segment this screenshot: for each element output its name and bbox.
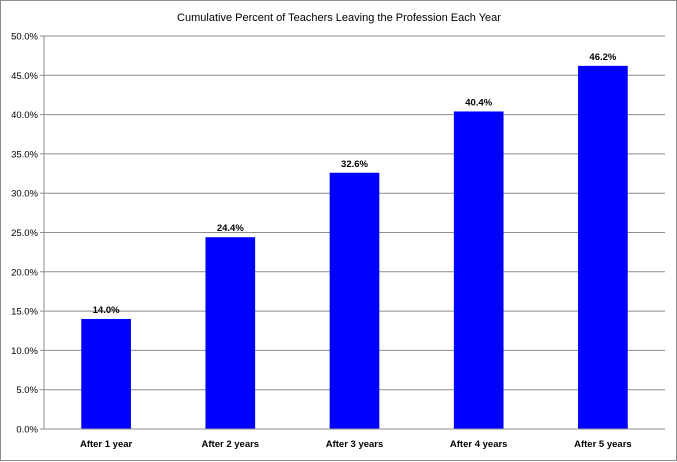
y-axis-tick-labels: 0.0% 5.0% 10.0% 15.0% 20.0% 25.0% 30.0% 35.0% 40… xyxy=(11,32,38,436)
data-label: 46.2% xyxy=(589,52,616,63)
y-tick-label: 5.0% xyxy=(16,385,38,396)
chart-title: Cumulative Percent of Teachers Leaving t… xyxy=(177,12,501,24)
y-tick-label: 25.0% xyxy=(11,228,38,239)
bars xyxy=(81,65,628,430)
x-tick-label: After 2 years xyxy=(202,439,260,450)
x-tick-label: After 5 years xyxy=(574,439,632,450)
y-tick-label: 20.0% xyxy=(11,267,38,278)
y-tick-label: 30.0% xyxy=(11,189,38,200)
x-axis-category-labels: After 1 year After 2 years After 3 years Af… xyxy=(80,439,632,450)
y-tick-label: 15.0% xyxy=(11,307,38,318)
bar xyxy=(329,172,380,429)
data-label: 32.6% xyxy=(341,159,368,170)
y-tick-label: 10.0% xyxy=(11,346,38,357)
x-tick-label: After 3 years xyxy=(326,439,384,450)
data-label: 40.4% xyxy=(465,97,492,108)
bar xyxy=(453,111,504,430)
x-tick-label: After 4 years xyxy=(450,439,508,450)
bar xyxy=(578,65,628,430)
y-tick-label: 40.0% xyxy=(11,110,38,121)
y-tick-label: 50.0% xyxy=(11,32,38,43)
bar xyxy=(205,237,256,429)
data-labels: 14.0% 24.4% 32.6% 40.4% 46.2% xyxy=(93,52,617,316)
y-tick-label: 0.0% xyxy=(16,425,38,436)
data-label: 24.4% xyxy=(217,223,244,234)
y-tick-label: 45.0% xyxy=(11,71,38,82)
bar xyxy=(81,318,131,429)
y-tick-label: 35.0% xyxy=(11,149,38,160)
data-label: 14.0% xyxy=(93,305,120,316)
x-tick-label: After 1 year xyxy=(80,439,133,450)
